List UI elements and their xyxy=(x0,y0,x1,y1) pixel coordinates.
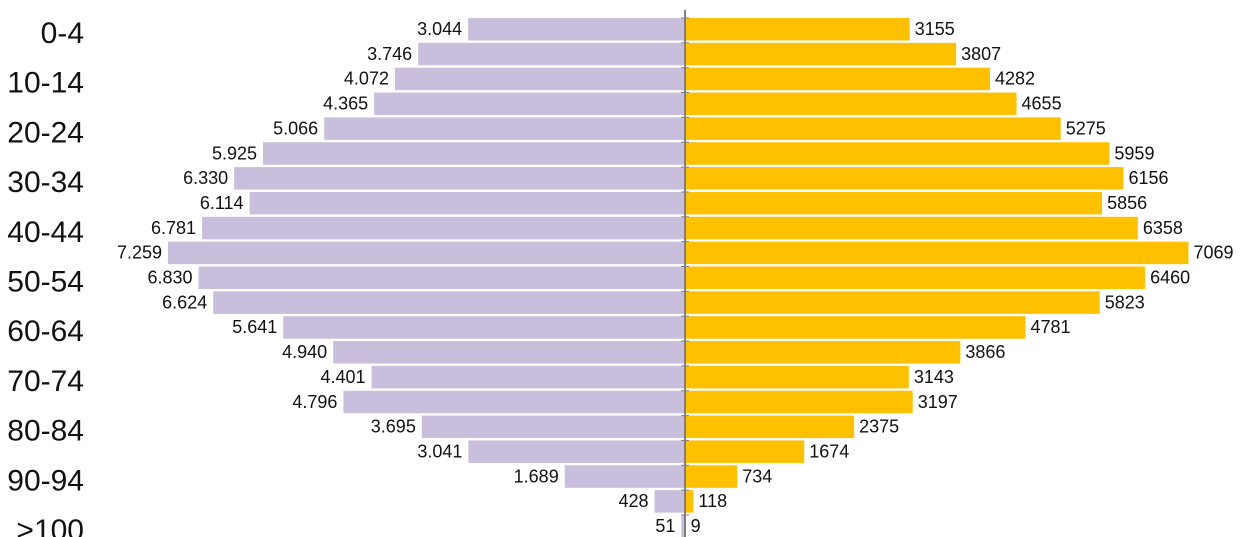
left-bar xyxy=(333,341,685,364)
left-bar xyxy=(168,241,685,265)
age-group-label: 60-64 xyxy=(7,315,84,348)
left-value-label: 6.624 xyxy=(162,292,207,312)
left-bar xyxy=(263,142,685,165)
right-bar xyxy=(685,241,1189,265)
left-bar xyxy=(249,191,686,215)
right-value-label: 5275 xyxy=(1066,118,1106,138)
left-value-label: 3.044 xyxy=(417,19,462,39)
left-value-label: 3.695 xyxy=(371,417,416,437)
age-group-label: 70-74 xyxy=(7,365,84,398)
left-bar xyxy=(468,18,685,41)
age-group-label: 20-24 xyxy=(7,116,84,149)
right-bar xyxy=(685,216,1138,240)
right-value-label: 3143 xyxy=(914,367,954,387)
right-value-label: 3155 xyxy=(915,19,955,39)
right-value-label: 3866 xyxy=(965,342,1005,362)
right-bar xyxy=(685,365,909,389)
right-value-label: 3807 xyxy=(961,44,1001,64)
value-label-layer: 3.044 3155 3.746 3807 4.072 4282 4.365 4655 5.06… xyxy=(117,19,1234,536)
left-value-label: 428 xyxy=(618,491,648,511)
right-value-label: 4282 xyxy=(995,69,1035,89)
right-value-label: 6460 xyxy=(1150,268,1190,288)
right-value-label: 4781 xyxy=(1031,317,1071,337)
age-group-label: 50-54 xyxy=(7,266,84,299)
left-value-label: 4.796 xyxy=(292,392,337,412)
right-bar xyxy=(685,291,1100,314)
left-value-label: 3.041 xyxy=(417,441,462,461)
right-bar xyxy=(685,390,913,414)
left-bar xyxy=(234,167,686,190)
left-value-label: 51 xyxy=(655,516,675,536)
age-group-label: 10-14 xyxy=(7,67,84,100)
left-value-label: 7.259 xyxy=(117,243,162,263)
left-bar xyxy=(468,440,685,463)
right-bar xyxy=(685,341,961,364)
right-value-label: 4655 xyxy=(1022,94,1062,114)
right-bar xyxy=(685,42,957,66)
left-bar xyxy=(283,316,685,339)
left-bar xyxy=(421,415,685,439)
left-value-label: 5.641 xyxy=(232,317,277,337)
age-group-label: 80-84 xyxy=(7,415,84,448)
right-bar xyxy=(685,167,1124,190)
left-bar xyxy=(202,216,686,240)
left-value-label: 6.781 xyxy=(151,218,196,238)
right-bar xyxy=(685,490,694,513)
right-bar xyxy=(685,117,1061,140)
left-value-label: 3.746 xyxy=(367,44,412,64)
right-value-label: 7069 xyxy=(1193,243,1233,263)
age-group-label: 90-94 xyxy=(7,464,84,497)
right-bar xyxy=(685,266,1146,289)
left-bar xyxy=(371,365,685,389)
left-value-label: 6.830 xyxy=(148,268,193,288)
left-value-label: 4.365 xyxy=(323,94,368,114)
left-bar xyxy=(374,92,685,116)
right-bar xyxy=(685,92,1017,116)
age-group-label: 0-4 xyxy=(41,17,84,50)
left-bar xyxy=(654,490,685,513)
left-value-label: 4.401 xyxy=(321,367,366,387)
right-bar xyxy=(685,191,1103,215)
bars-layer xyxy=(168,18,1189,537)
left-value-label: 5.066 xyxy=(273,118,318,138)
right-value-label: 5856 xyxy=(1107,193,1147,213)
right-bar xyxy=(685,440,805,463)
left-value-label: 4.940 xyxy=(282,342,327,362)
left-value-label: 6.114 xyxy=(200,193,244,213)
right-value-label: 2375 xyxy=(859,417,899,437)
age-label-layer: 0-4 10-14 20-24 30-34 40-44 50-54 60-64 70-74 80… xyxy=(7,17,84,537)
right-value-label: 734 xyxy=(742,466,772,486)
right-bar xyxy=(685,18,910,41)
left-value-label: 6.330 xyxy=(183,168,228,188)
age-group-label: 40-44 xyxy=(7,216,84,249)
age-group-label: 30-34 xyxy=(7,166,84,199)
right-value-label: 5959 xyxy=(1114,143,1154,163)
left-value-label: 5.925 xyxy=(212,143,257,163)
left-value-label: 1.689 xyxy=(514,466,559,486)
left-value-label: 4.072 xyxy=(344,69,389,89)
left-bar xyxy=(213,291,686,314)
right-bar xyxy=(685,415,855,439)
right-value-label: 3197 xyxy=(918,392,958,412)
right-bar xyxy=(685,142,1110,165)
left-bar xyxy=(198,266,686,289)
right-bar xyxy=(685,316,1026,339)
right-value-label: 118 xyxy=(698,491,727,511)
right-value-label: 1674 xyxy=(809,441,849,461)
right-value-label: 9 xyxy=(691,516,701,536)
right-bar xyxy=(685,465,738,488)
left-bar xyxy=(324,117,685,140)
left-bar xyxy=(564,465,685,488)
axis-layer xyxy=(681,10,689,537)
right-bar xyxy=(685,67,990,91)
right-value-label: 6156 xyxy=(1128,168,1168,188)
age-group-label: >100 xyxy=(16,514,84,537)
left-bar xyxy=(343,390,685,414)
right-value-label: 5823 xyxy=(1105,292,1145,312)
left-bar xyxy=(418,42,685,66)
right-value-label: 6358 xyxy=(1143,218,1183,238)
left-bar xyxy=(394,67,685,91)
left-bar xyxy=(681,515,685,537)
